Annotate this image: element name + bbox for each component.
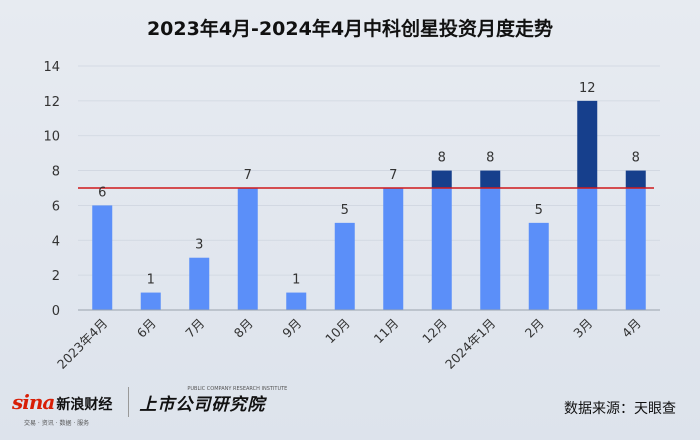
bar	[528, 222, 549, 310]
data-label: 8	[438, 151, 446, 166]
data-label: 5	[341, 203, 349, 218]
x-tick-label: 3月	[570, 316, 595, 341]
x-tick-label: 4月	[619, 316, 644, 341]
data-label: 7	[244, 168, 252, 183]
x-tick-label: 9月	[279, 316, 304, 341]
logo-divider	[128, 387, 130, 417]
data-label: 1	[292, 273, 300, 288]
y-tick-label: 14	[43, 60, 60, 75]
x-tick-label: 10月	[322, 316, 353, 347]
bar-above-threshold	[431, 170, 452, 188]
data-label: 8	[486, 151, 494, 166]
x-tick-label: 7月	[182, 316, 207, 341]
bar-above-threshold	[480, 170, 501, 188]
data-label: 7	[389, 168, 397, 183]
y-tick-label: 0	[52, 304, 60, 319]
sina-finance-logo: sina 新浪财经 交易 · 资讯 · 数据 · 服务	[12, 390, 113, 427]
footer-logos: sina 新浪财经 交易 · 资讯 · 数据 · 服务 PUBLIC COMPA…	[12, 384, 287, 428]
y-tick-label: 6	[52, 199, 60, 214]
bar	[480, 188, 501, 310]
sina-finance-name: 新浪财经	[56, 397, 113, 413]
y-axis: 0 2 4 6 8 10 12 14	[43, 60, 60, 319]
data-label: 1	[147, 273, 155, 288]
data-source: 数据来源：天眼查	[564, 401, 676, 417]
bar-above-threshold	[577, 100, 598, 188]
y-tick-label: 12	[43, 95, 60, 110]
sina-tagline: 交易 · 资讯 · 数据 · 服务	[24, 420, 90, 427]
bar	[92, 205, 113, 310]
sina-wordmark: sina	[12, 390, 55, 414]
bar-above-threshold	[625, 170, 646, 188]
y-tick-label: 10	[43, 130, 60, 145]
bar	[383, 188, 404, 310]
grid-lines	[78, 65, 660, 276]
data-label: 12	[579, 81, 596, 96]
institute-english-name: PUBLIC COMPANY RESEARCH INSTITUTE	[187, 385, 288, 392]
bars	[92, 100, 646, 310]
bar	[237, 188, 258, 310]
bar	[334, 222, 355, 310]
institute-logo: PUBLIC COMPANY RESEARCH INSTITUTE 上市公司研究…	[139, 386, 287, 415]
bar	[431, 188, 452, 310]
bar	[577, 188, 598, 310]
x-tick-label: 6月	[134, 316, 159, 341]
x-tick-label: 12月	[419, 316, 450, 347]
x-tick-label: 2月	[522, 316, 547, 341]
chart-title: 2023年4月-2024年4月中科创星投资月度走势	[146, 18, 554, 40]
y-tick-label: 2	[52, 269, 60, 284]
x-tick-label: 8月	[231, 316, 256, 341]
bar	[140, 292, 161, 310]
bar	[625, 188, 646, 310]
y-tick-label: 8	[52, 165, 60, 180]
x-tick-label: 2024年1月	[442, 316, 498, 372]
y-tick-label: 4	[52, 234, 60, 249]
data-label: 6	[98, 185, 106, 200]
data-label: 5	[535, 203, 543, 218]
data-label: 3	[195, 238, 203, 253]
bar	[286, 292, 307, 310]
data-label: 8	[632, 151, 640, 166]
institute-name: 上市公司研究院	[139, 394, 266, 415]
bar	[189, 257, 210, 310]
x-tick-label: 2023年4月	[54, 316, 110, 372]
x-tick-label: 11月	[371, 316, 402, 347]
